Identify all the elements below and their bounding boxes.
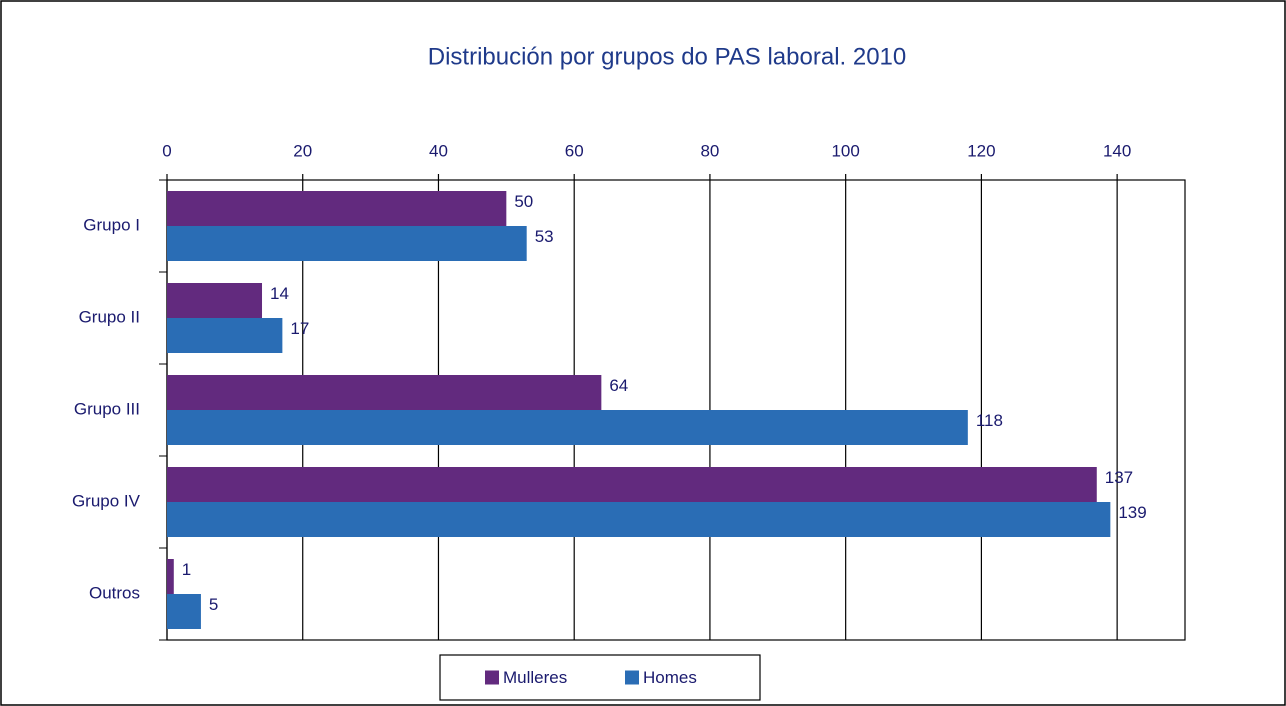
bar xyxy=(167,559,174,594)
bar xyxy=(167,375,602,410)
data-label: 118 xyxy=(976,411,1003,430)
data-label: 17 xyxy=(290,319,309,338)
data-label: 1 xyxy=(182,560,191,579)
x-tick-label: 0 xyxy=(162,141,171,160)
legend-swatch xyxy=(485,670,499,685)
y-tick-label: Grupo I xyxy=(83,215,140,234)
legend-swatch xyxy=(625,670,639,685)
x-tick-label: 120 xyxy=(967,141,995,160)
bar xyxy=(167,191,507,226)
x-tick-label: 100 xyxy=(831,141,859,160)
data-label: 53 xyxy=(535,227,554,246)
data-label: 137 xyxy=(1105,468,1133,487)
data-label: 5 xyxy=(209,595,218,614)
legend-label: Homes xyxy=(643,668,697,687)
data-label: 50 xyxy=(514,192,533,211)
y-tick-label: Grupo II xyxy=(79,307,140,326)
x-tick-label: 40 xyxy=(429,141,448,160)
bar xyxy=(167,283,263,318)
x-tick-label: 60 xyxy=(565,141,584,160)
bar xyxy=(167,467,1097,502)
bar xyxy=(167,594,201,629)
bar xyxy=(167,410,968,445)
y-tick-label: Grupo III xyxy=(74,399,140,418)
bar xyxy=(167,318,283,353)
y-tick-label: Grupo IV xyxy=(72,491,141,510)
data-label: 14 xyxy=(270,284,289,303)
chart-title: Distribución por grupos do PAS laboral. … xyxy=(428,43,907,70)
y-tick-label: Outros xyxy=(89,583,140,602)
x-tick-label: 140 xyxy=(1103,141,1131,160)
x-tick-label: 20 xyxy=(293,141,312,160)
legend-label: Mulleres xyxy=(503,668,567,687)
bar xyxy=(167,502,1111,537)
data-label: 64 xyxy=(609,376,628,395)
x-tick-label: 80 xyxy=(700,141,719,160)
data-label: 139 xyxy=(1118,503,1146,522)
bar xyxy=(167,226,527,261)
